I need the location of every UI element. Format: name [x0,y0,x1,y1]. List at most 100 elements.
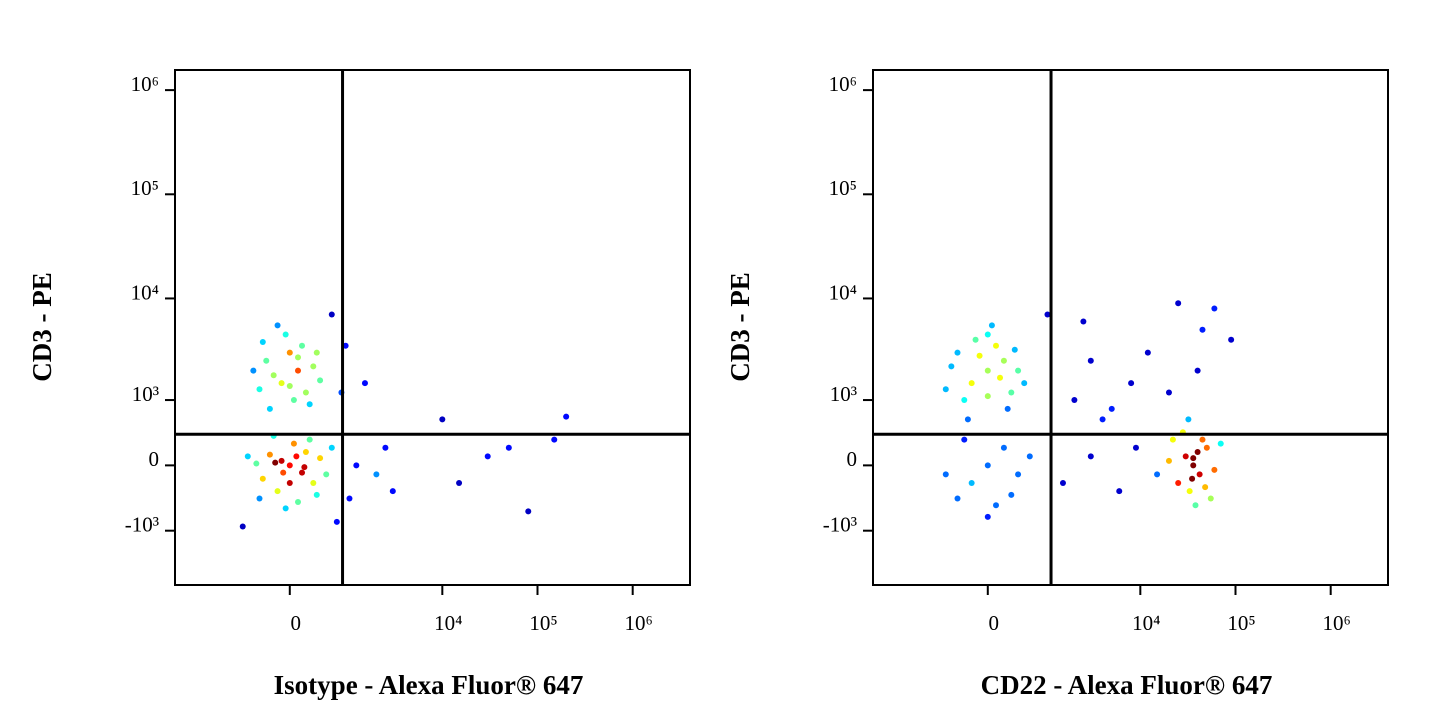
event-dot [439,416,446,423]
event-dot [313,349,320,356]
x-tick-label: 10⁶ [625,611,653,635]
event-dot [256,386,263,393]
event-dot [942,386,949,393]
x-tick-label: 10⁴ [434,611,462,635]
event-dot [1004,405,1011,412]
x-axis-label: CD22 - Alexa Fluor® 647 [981,670,1273,700]
y-tick-label: -10³ [125,512,159,536]
event-dot [1203,444,1210,451]
y-tick-label: -10³ [823,512,857,536]
event-dot [1190,455,1197,462]
event-dot [244,453,251,460]
event-dot [282,505,289,512]
x-tick-label: 0 [291,611,302,635]
event-dot [551,436,558,443]
event-dot [295,498,302,505]
event-dot [263,357,270,364]
event-dot [984,513,991,520]
event-dot [278,380,285,387]
event-dot [280,469,287,476]
x-tick-label: 10⁴ [1132,611,1160,635]
event-dot [310,363,317,370]
event-dot [1192,502,1199,509]
event-dot [286,383,293,390]
event-dot [1196,471,1203,478]
event-dot [328,311,335,318]
event-dot [964,416,971,423]
event-dot [968,480,975,487]
event-dot [382,444,389,451]
event-dot [1008,389,1015,396]
event-dot [997,374,1004,381]
event-dot [286,462,293,469]
event-dot [984,331,991,338]
event-dot [954,349,961,356]
event-dot [306,436,313,443]
event-dot [346,495,353,502]
event-dot [1165,389,1172,396]
event-dot [250,367,257,374]
event-dot [290,440,297,447]
event-dot [1011,346,1018,353]
event-dot [1128,380,1135,387]
event-dot [1015,367,1022,374]
event-dot [993,502,1000,509]
event-dot [278,457,285,464]
event-dot [256,495,263,502]
event-dot [1144,349,1151,356]
event-dot [1185,416,1192,423]
event-dot [1132,444,1139,451]
event-dot [299,342,306,349]
event-dot [1071,397,1078,404]
y-tick-label: 10⁴ [829,280,857,304]
event-dot [317,377,324,384]
event-dot [1194,448,1201,455]
event-dot [1207,495,1214,502]
event-dot [259,339,266,346]
event-dot [1228,336,1235,343]
event-dot [317,455,324,462]
y-tick-label: 10⁶ [829,72,857,96]
event-dot [286,480,293,487]
event-dot [328,444,335,451]
event-dot [954,495,961,502]
event-dot [1182,453,1189,460]
y-tick-label: 0 [149,447,160,471]
event-dot [295,354,302,361]
event-dot [295,367,302,374]
event-dot [1087,357,1094,364]
event-dot [456,480,463,487]
event-dot [972,336,979,343]
event-dot [993,342,1000,349]
x-tick-label: 10⁶ [1323,611,1351,635]
event-dot [306,401,313,408]
event-dot [373,471,380,478]
event-dot [1044,311,1051,318]
event-dot [290,397,297,404]
event-dot [1175,300,1182,307]
event-dot [968,380,975,387]
event-dot [299,469,306,476]
event-dot [1165,457,1172,464]
x-tick-label: 10⁵ [1227,611,1255,635]
event-dot [1190,462,1197,469]
event-dot [274,322,281,329]
plot-frame [872,69,1389,586]
event-dot [270,372,277,379]
x-tick-label: 0 [989,611,1000,635]
event-dot [505,444,512,451]
plot-frame [174,69,691,586]
event-dot [1008,491,1015,498]
event-dot [984,393,991,400]
event-dot [1211,305,1218,312]
y-tick-label: 10⁴ [131,280,159,304]
event-dot [389,488,396,495]
event-dot [948,363,955,370]
event-dot [361,380,368,387]
event-dot [1186,488,1193,495]
event-dot [1099,416,1106,423]
event-dot [984,367,991,374]
event-dot [1199,436,1206,443]
y-tick-label: 10⁵ [829,176,857,200]
